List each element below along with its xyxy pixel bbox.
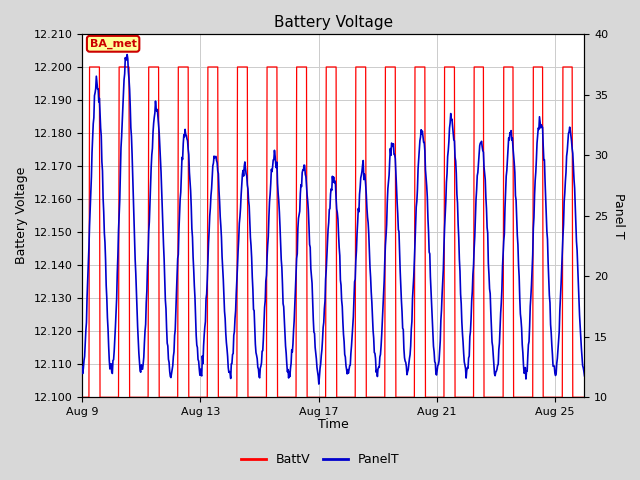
Y-axis label: Battery Voltage: Battery Voltage (15, 167, 28, 264)
Y-axis label: Panel T: Panel T (612, 193, 625, 239)
Title: Battery Voltage: Battery Voltage (274, 15, 393, 30)
X-axis label: Time: Time (318, 419, 349, 432)
Legend: BattV, PanelT: BattV, PanelT (236, 448, 404, 471)
Text: BA_met: BA_met (90, 39, 136, 49)
